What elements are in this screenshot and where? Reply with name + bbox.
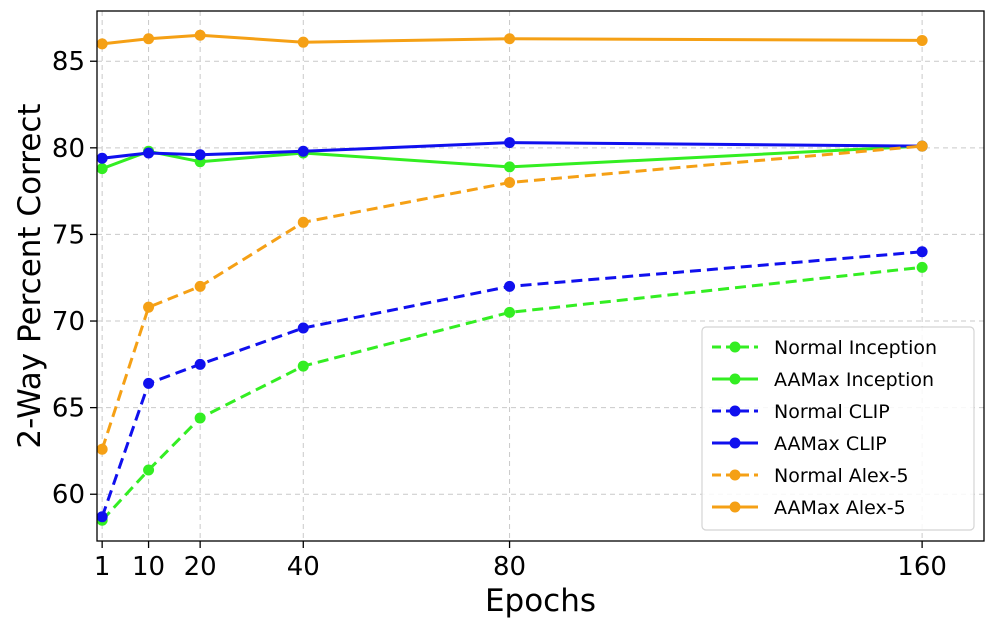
data-point-normal-clip bbox=[297, 322, 309, 334]
legend-label: Normal CLIP bbox=[774, 401, 890, 423]
grid bbox=[97, 11, 984, 541]
data-point-aamax-inception bbox=[96, 163, 108, 175]
y-tick-label: 60 bbox=[52, 480, 85, 510]
series-line-aamax-alex-5 bbox=[102, 33, 923, 46]
data-point-aamax-alex-5 bbox=[96, 38, 108, 50]
series-aamax-clip bbox=[96, 137, 928, 164]
legend-swatch-marker bbox=[729, 469, 741, 481]
legend-label: AAMax Inception bbox=[774, 369, 934, 391]
data-point-normal-inception bbox=[916, 261, 928, 273]
legend-label: AAMax Alex-5 bbox=[774, 497, 906, 519]
series-line-aamax-clip bbox=[102, 141, 923, 160]
legend-swatch-marker bbox=[729, 341, 741, 353]
data-point-normal-inception bbox=[297, 360, 309, 372]
x-axis-title: Epochs bbox=[485, 583, 596, 619]
data-point-normal-inception bbox=[143, 464, 155, 476]
y-tick-label: 75 bbox=[52, 220, 85, 250]
legend-item-aamax-alex-5: AAMax Alex-5 bbox=[712, 497, 906, 519]
data-point-aamax-alex-5 bbox=[194, 29, 206, 41]
series-line-normal-inception bbox=[101, 265, 923, 522]
x-tick-label: 10 bbox=[132, 552, 165, 582]
data-point-normal-inception bbox=[194, 412, 206, 424]
series-normal-clip bbox=[96, 246, 928, 523]
data-point-aamax-alex-5 bbox=[504, 33, 516, 45]
legend: Normal Inception AAMax Inception Normal CL… bbox=[701, 326, 975, 531]
legend-swatch-marker bbox=[729, 501, 741, 513]
series-line-normal-alex-5 bbox=[100, 144, 923, 450]
y-tick-label: 85 bbox=[52, 47, 85, 77]
data-point-normal-clip bbox=[143, 377, 155, 389]
legend-label: Normal Alex-5 bbox=[774, 465, 909, 487]
y-tick-label: 70 bbox=[52, 307, 85, 337]
data-point-aamax-clip bbox=[143, 147, 155, 159]
data-point-aamax-clip bbox=[504, 137, 516, 149]
data-point-normal-clip bbox=[916, 246, 928, 258]
data-point-normal-clip bbox=[504, 280, 516, 292]
x-tick-label: 80 bbox=[493, 552, 526, 582]
y-tick-label: 65 bbox=[52, 394, 85, 424]
series-line-normal-clip bbox=[100, 250, 923, 518]
legend-label: Normal Inception bbox=[774, 337, 937, 359]
legend-swatch-marker bbox=[729, 373, 741, 385]
data-point-aamax-alex-5 bbox=[916, 34, 928, 46]
data-point-normal-clip bbox=[96, 511, 108, 523]
data-point-normal-clip bbox=[194, 358, 206, 370]
series-normal-alex-5 bbox=[96, 140, 928, 455]
legend-item-aamax-clip: AAMax CLIP bbox=[712, 433, 887, 455]
legend-label: AAMax CLIP bbox=[774, 433, 887, 455]
data-point-aamax-inception bbox=[504, 161, 516, 173]
data-point-normal-alex-5 bbox=[96, 443, 108, 455]
data-point-normal-alex-5 bbox=[194, 280, 206, 292]
axis-ticks: 1 10 20 40 80 160 60 65 70 75 80 85 bbox=[52, 47, 947, 582]
y-tick-label: 80 bbox=[52, 134, 85, 164]
series-layer bbox=[96, 29, 928, 526]
data-point-aamax-alex-5 bbox=[297, 36, 309, 48]
legend-item-normal-clip: Normal CLIP bbox=[712, 401, 890, 423]
data-point-aamax-clip bbox=[96, 152, 108, 164]
x-tick-label: 20 bbox=[184, 552, 217, 582]
legend-swatch-marker bbox=[729, 405, 741, 417]
plot-frame bbox=[96, 10, 985, 542]
data-point-normal-alex-5 bbox=[916, 140, 928, 152]
x-tick-label: 1 bbox=[94, 552, 111, 582]
legend-item-normal-alex-5: Normal Alex-5 bbox=[712, 465, 909, 487]
legend-box bbox=[701, 326, 975, 531]
data-point-aamax-clip bbox=[194, 149, 206, 161]
y-axis-title: 2-Way Percent Correct bbox=[12, 103, 48, 448]
legend-item-aamax-inception: AAMax Inception bbox=[712, 369, 934, 391]
data-point-aamax-clip bbox=[297, 145, 309, 157]
legend-swatch-marker bbox=[729, 437, 741, 449]
data-point-normal-alex-5 bbox=[504, 176, 516, 188]
data-point-aamax-alex-5 bbox=[143, 33, 155, 45]
data-point-normal-alex-5 bbox=[143, 301, 155, 313]
x-tick-label: 40 bbox=[287, 552, 320, 582]
data-point-normal-inception bbox=[504, 306, 516, 318]
series-aamax-alex-5 bbox=[96, 29, 928, 50]
x-tick-label: 160 bbox=[897, 552, 947, 582]
legend-item-normal-inception: Normal Inception bbox=[712, 337, 937, 359]
data-point-normal-alex-5 bbox=[297, 216, 309, 228]
